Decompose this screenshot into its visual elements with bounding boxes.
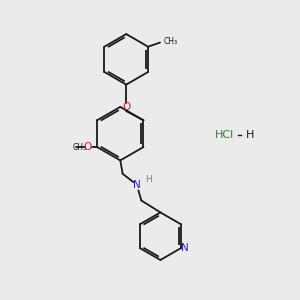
Text: O: O xyxy=(122,102,130,112)
Text: N: N xyxy=(133,180,141,190)
Text: CH₃: CH₃ xyxy=(164,37,178,46)
Text: N: N xyxy=(181,243,188,253)
Text: CH₃: CH₃ xyxy=(72,142,86,152)
Text: HCl: HCl xyxy=(215,130,234,140)
Text: H: H xyxy=(146,175,152,184)
Text: O: O xyxy=(83,142,92,152)
Text: H: H xyxy=(245,130,254,140)
